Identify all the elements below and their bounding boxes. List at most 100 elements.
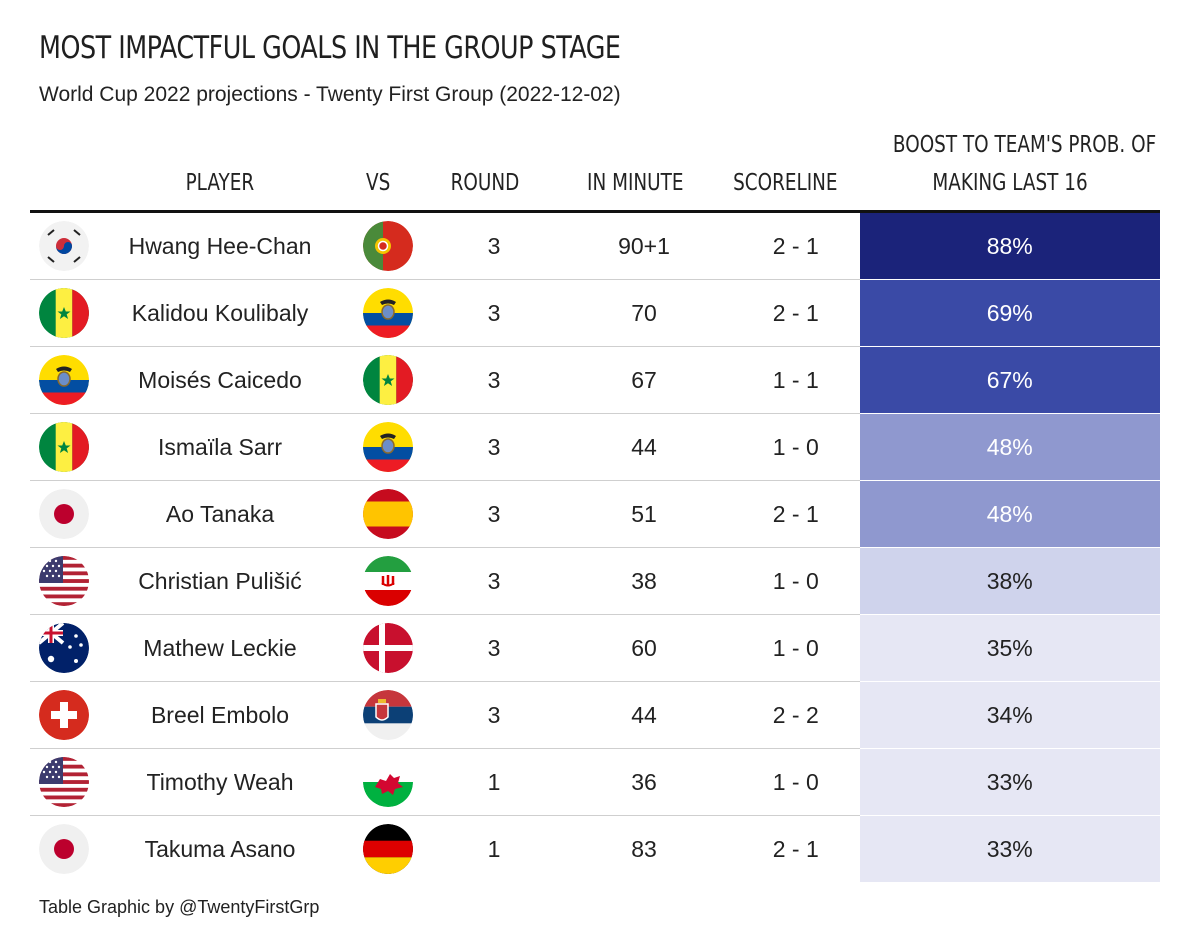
australia-flag-icon	[38, 623, 89, 673]
opponent-flag-cell	[343, 748, 433, 816]
scoreline-value: 2 - 2	[733, 681, 859, 749]
opponent-flag-cell	[343, 213, 433, 280]
scoreline-value: 1 - 1	[733, 346, 859, 414]
round-value: 3	[433, 480, 555, 548]
opponent-flag-cell	[343, 614, 433, 682]
boost-value: 48%	[858, 480, 1160, 548]
ecuador-flag-icon	[363, 422, 413, 472]
subtitle: World Cup 2022 projections - Twenty Firs…	[39, 83, 621, 106]
player-name: Hwang Hee-Chan	[97, 213, 343, 280]
boost-value: 33%	[858, 815, 1160, 882]
germany-flag-icon	[363, 824, 413, 874]
header-rule	[30, 210, 1160, 213]
player-name: Christian Pulišić	[97, 547, 343, 615]
player-name: Mathew Leckie	[97, 614, 343, 682]
round-value: 3	[433, 346, 555, 414]
opponent-flag-cell	[343, 547, 433, 615]
table-row: Breel Embolo 3 44 2 - 2 34%	[30, 681, 1160, 749]
minute-value: 67	[555, 346, 733, 414]
player-name: Ao Tanaka	[97, 480, 343, 548]
japan-flag-icon	[38, 824, 89, 874]
opponent-flag-cell	[343, 816, 433, 883]
minute-value: 60	[555, 614, 733, 682]
scoreline-value: 2 - 1	[733, 213, 859, 280]
iran-flag-icon	[363, 556, 413, 606]
table-row: Moisés Caicedo 3 67 1 - 1 67%	[30, 346, 1160, 414]
opponent-flag-cell	[343, 346, 433, 414]
scoreline-value: 1 - 0	[733, 413, 859, 481]
col-header-round: ROUND	[450, 170, 520, 196]
opponent-flag-cell	[343, 681, 433, 749]
col-header-boost-line1: BOOST TO TEAM'S PROB. OF	[892, 132, 1157, 158]
page-title: MOST IMPACTFUL GOALS IN THE GROUP STAGE	[39, 30, 621, 66]
scoreline-value: 2 - 1	[733, 279, 859, 347]
round-value: 3	[433, 614, 555, 682]
scoreline-value: 1 - 0	[733, 614, 859, 682]
player-flag-cell	[30, 681, 97, 749]
round-value: 1	[487, 835, 501, 862]
player-name: Kalidou Koulibaly	[97, 279, 343, 347]
wales-flag-icon	[363, 757, 413, 807]
opponent-flag-cell	[343, 279, 433, 347]
south-korea-flag-icon	[38, 221, 89, 271]
boost-value: 48%	[858, 413, 1160, 481]
goals-table: Hwang Hee-Chan 3 90+1 2 - 1 88% Kalidou Kouli…	[30, 213, 1160, 882]
minute-value: 38	[555, 547, 733, 615]
table-row: Ismaïla Sarr 3 44 1 - 0 48%	[30, 413, 1160, 481]
table-row: Takuma Asano 1 83 2 - 1 33%	[30, 815, 1160, 883]
table-row: Christian Pulišić 3 38 1 - 0 38%	[30, 547, 1160, 615]
table-row: Ao Tanaka 3 51 2 - 1 48%	[30, 480, 1160, 548]
player-flag-cell	[30, 547, 97, 615]
round-value: 3	[433, 547, 555, 615]
player-flag-cell	[30, 346, 97, 414]
col-header-scoreline: SCORELINE	[732, 170, 838, 196]
serbia-flag-icon	[363, 690, 413, 740]
table-row: Timothy Weah 1 36 1 - 0 33%	[30, 748, 1160, 816]
scoreline-value: 1 - 0	[733, 748, 859, 816]
round-value: 3	[433, 279, 555, 347]
ecuador-flag-icon	[38, 355, 89, 405]
usa-flag-icon	[38, 556, 89, 606]
player-name: Breel Embolo	[97, 681, 343, 749]
col-header-vs: VS	[365, 170, 391, 196]
player-flag-cell	[30, 816, 97, 883]
player-flag-cell	[30, 413, 97, 481]
player-name: Moisés Caicedo	[97, 346, 343, 414]
portugal-flag-icon	[363, 221, 413, 271]
senegal-flag-icon	[363, 355, 413, 405]
boost-value: 67%	[858, 346, 1160, 414]
scoreline-value: 1 - 0	[733, 547, 859, 615]
spain-flag-icon	[363, 489, 413, 539]
player-flag-cell	[30, 480, 97, 548]
player-flag-cell	[30, 614, 97, 682]
boost-value: 33%	[858, 748, 1160, 816]
table-body: Hwang Hee-Chan 3 90+1 2 - 1 88% Kalidou Kouli…	[30, 213, 1160, 882]
opponent-flag-cell	[343, 480, 433, 548]
round-value: 3	[433, 681, 555, 749]
player-flag-cell	[30, 748, 97, 816]
table-row: Hwang Hee-Chan 3 90+1 2 - 1 88%	[30, 213, 1160, 280]
minute-value: 83	[631, 835, 657, 862]
round-value: 3	[433, 213, 555, 280]
switzerland-flag-icon	[38, 690, 89, 740]
boost-value: 69%	[858, 279, 1160, 347]
col-header-boost-line2: MAKING LAST 16	[932, 170, 1088, 196]
minute-value: 44	[555, 413, 733, 481]
scoreline-value: 2 - 1	[772, 835, 819, 862]
minute-value: 90+1	[555, 213, 733, 280]
footer-credit: Table Graphic by @TwentyFirstGrp	[39, 897, 320, 917]
minute-value: 36	[555, 748, 733, 816]
boost-value: 88%	[858, 213, 1160, 280]
player-flag-cell	[30, 213, 97, 280]
senegal-flag-icon	[38, 422, 89, 472]
minute-value: 70	[555, 279, 733, 347]
player-flag-cell	[30, 279, 97, 347]
table-row: Kalidou Koulibaly 3 70 2 - 1 69%	[30, 279, 1160, 347]
japan-flag-icon	[38, 489, 89, 539]
usa-flag-icon	[38, 757, 89, 807]
col-header-player: PLAYER	[185, 170, 255, 196]
player-name: Takuma Asano	[144, 835, 296, 862]
denmark-flag-icon	[363, 623, 413, 673]
player-name: Ismaïla Sarr	[97, 413, 343, 481]
ecuador-flag-icon	[363, 288, 413, 338]
